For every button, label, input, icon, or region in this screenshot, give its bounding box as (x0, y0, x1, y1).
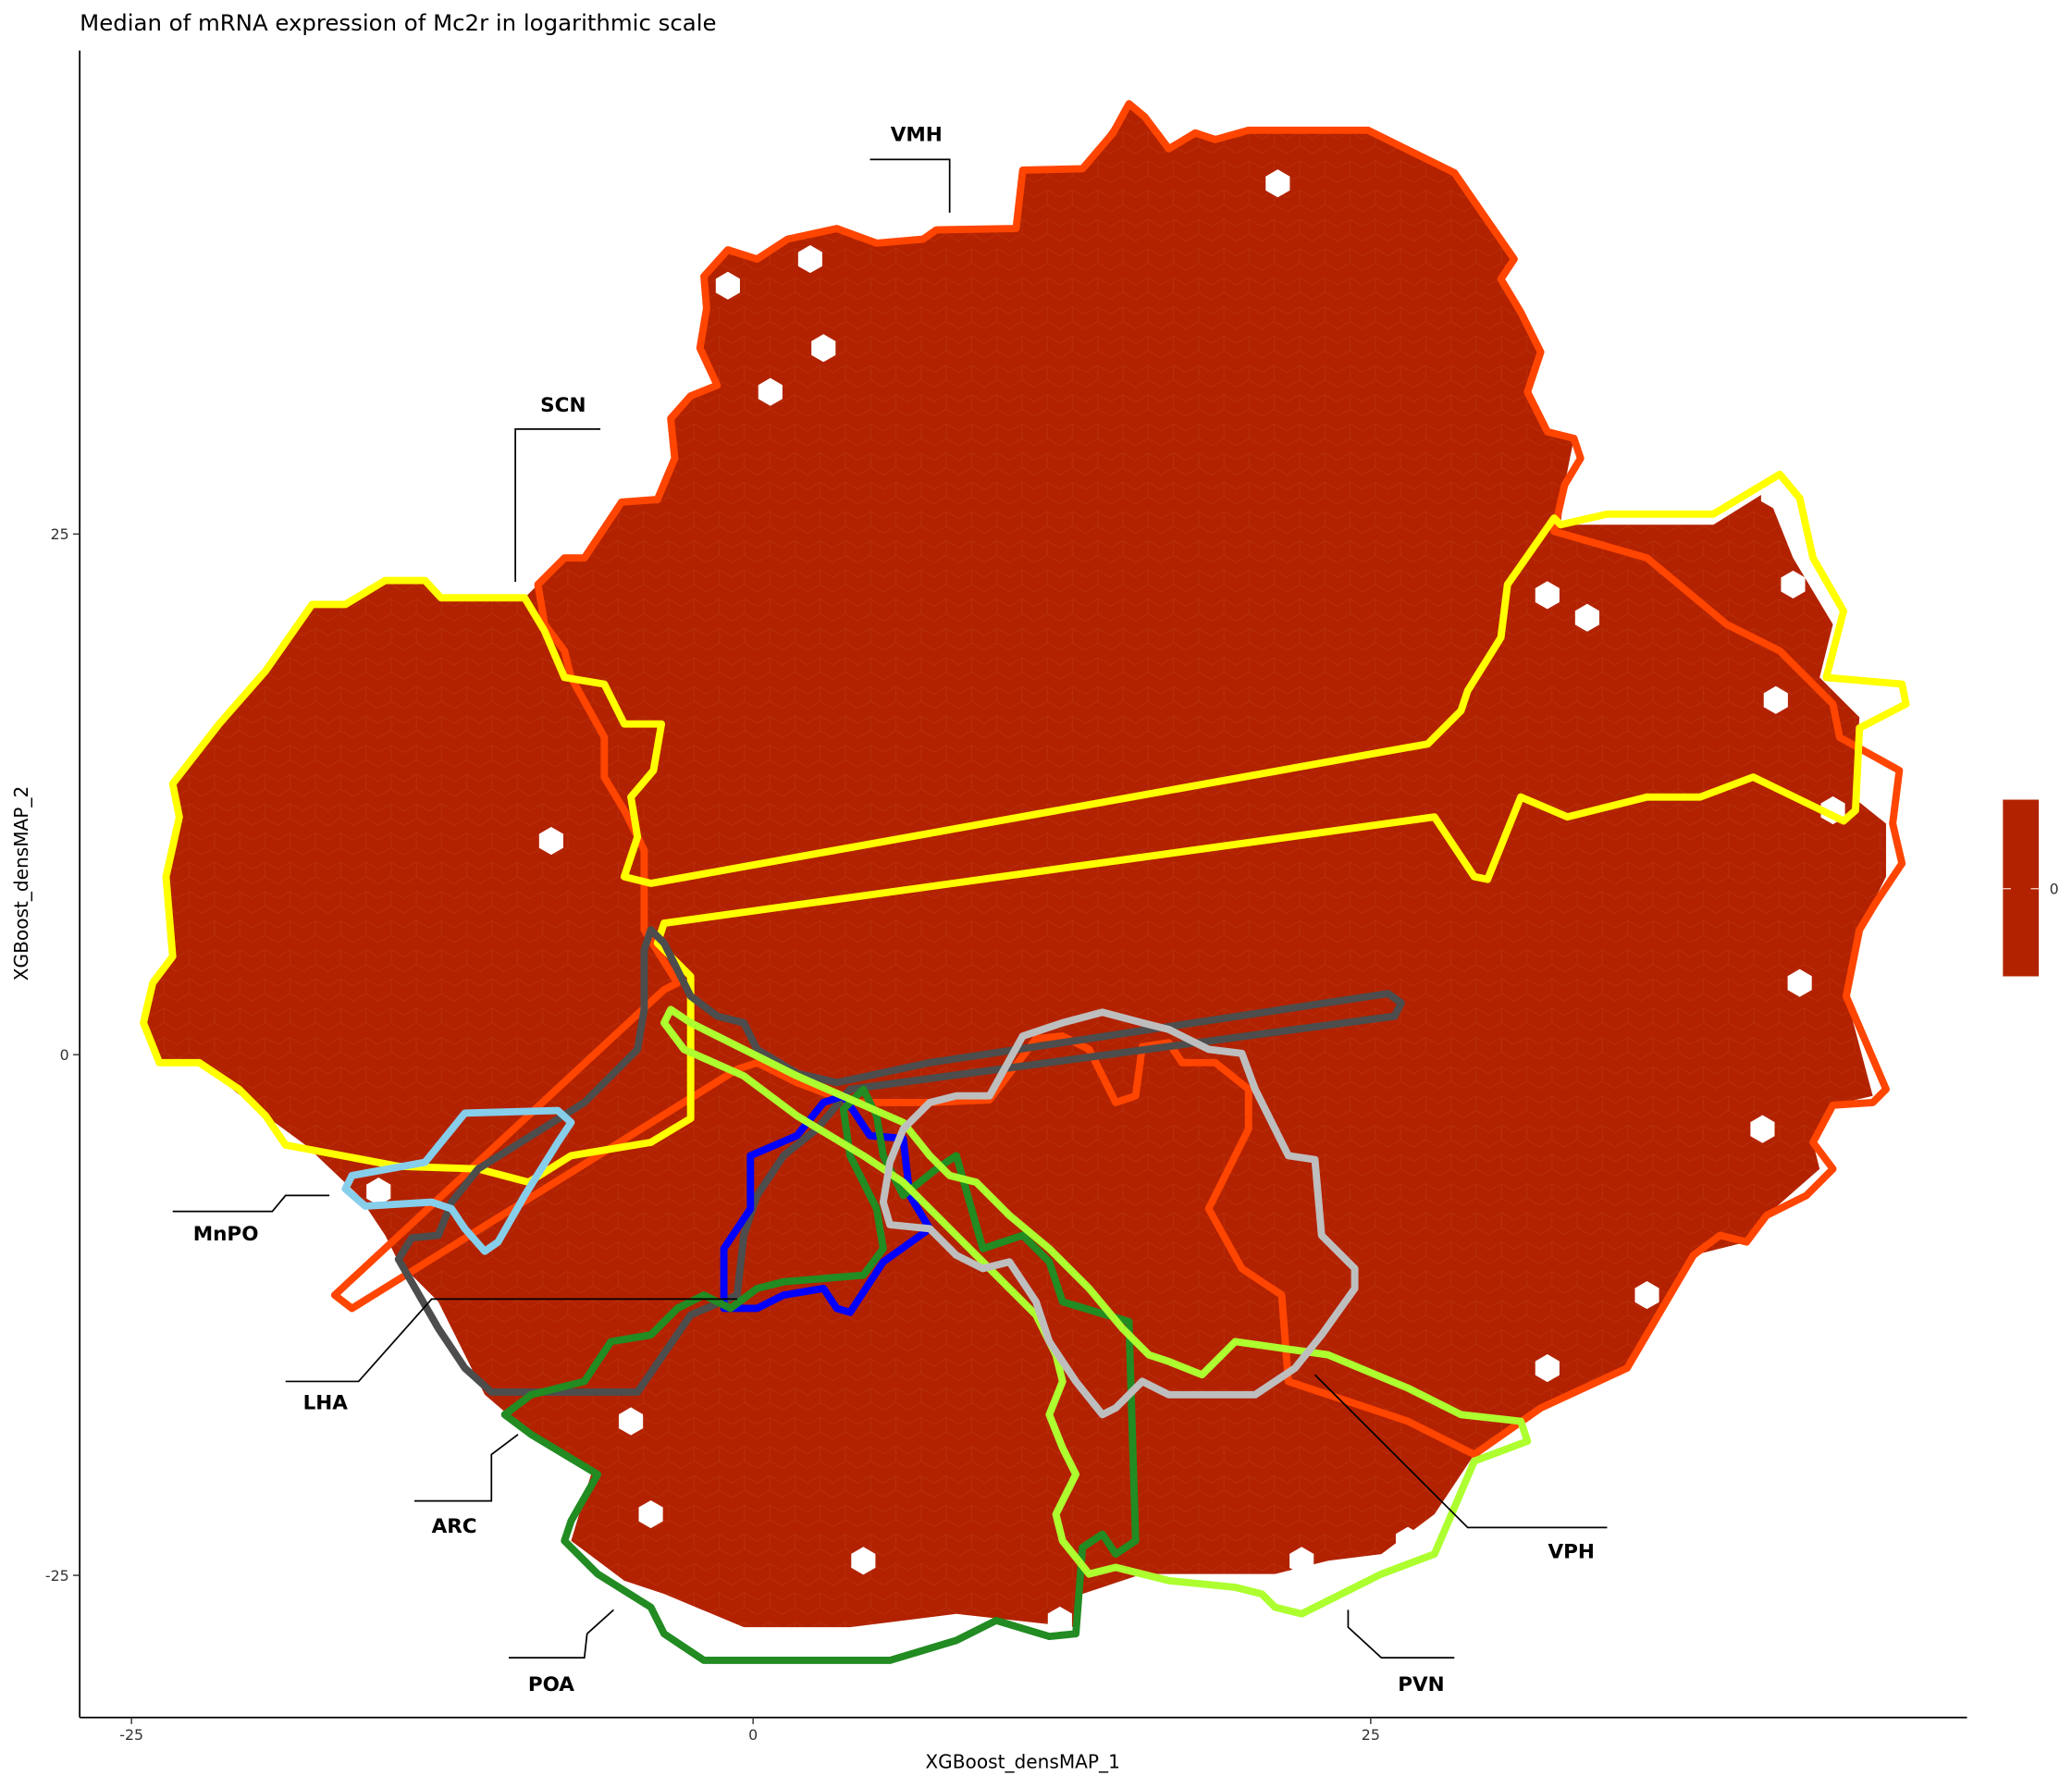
region-outline-poa (500, 1085, 1140, 1664)
region-outline-arc (720, 1092, 934, 1316)
empty-hex-cell (1535, 1354, 1560, 1383)
region-label-scn: SCN (540, 394, 586, 417)
region-label-poa: POA (528, 1673, 574, 1696)
empty-hex-cell (758, 377, 783, 406)
empty-hex-cell (715, 271, 740, 300)
empty-hex-cell (851, 1547, 876, 1575)
x-axis-title: XGBoost_densMAP_1 (925, 1750, 1119, 1772)
empty-hex-cell (638, 1499, 663, 1529)
region-label-pvn: PVN (1398, 1673, 1444, 1696)
empty-hex-cell (1047, 1606, 1072, 1634)
empty-hex-cell (1574, 603, 1599, 632)
empty-hex-cell (1750, 1115, 1775, 1143)
empty-hex-cell (811, 334, 836, 363)
leader-line-pvn (1347, 1610, 1455, 1659)
leader-line-scn (514, 428, 601, 583)
empty-hex-cell (797, 245, 822, 274)
empty-hex-cell (1871, 683, 1896, 712)
empty-hex-cell (1535, 581, 1560, 610)
x-tick-label: 0 (748, 1726, 758, 1744)
empty-hex-cell (1289, 1547, 1314, 1575)
empty-hex-cell (618, 1407, 644, 1436)
leader-line-vph (1314, 1374, 1608, 1529)
empty-hex-cell (366, 1178, 391, 1206)
empty-hex-cell (1781, 570, 1806, 598)
empty-hex-cell (1787, 968, 1812, 997)
region-outline-scn (140, 470, 1910, 1186)
chart-title: Median of mRNA expression of Mc2r in log… (80, 9, 716, 36)
empty-hex-cell (1265, 169, 1290, 198)
region-outline-lha (394, 926, 1405, 1396)
leader-line-arc (414, 1434, 519, 1502)
x-tick-label: 25 (1362, 1726, 1380, 1744)
region-label-mnpo: MnPO (193, 1223, 259, 1246)
leader-line-vmh (870, 158, 951, 213)
leader-line-mnpo (172, 1194, 330, 1213)
region-outline-vph (879, 1008, 1359, 1419)
hexbin-area (143, 104, 1886, 1628)
empty-hex-cell (538, 826, 563, 856)
empty-hex-cell (1634, 1281, 1659, 1310)
leader-line-lha (285, 1298, 737, 1383)
colorbar-tick-label: 0 (2050, 880, 2059, 897)
empty-hex-cells (366, 169, 1896, 1658)
region-label-arc: ARC (432, 1515, 477, 1538)
y-axis-title: XGBoost_densMAP_2 (10, 786, 32, 980)
region-label-vmh: VMH (891, 123, 943, 146)
empty-hex-cell (1395, 1526, 1421, 1555)
y-tick-label: 0 (60, 1046, 69, 1064)
empty-hex-cell (1763, 685, 1788, 714)
region-label-lha: LHA (303, 1392, 349, 1415)
leader-line-poa (508, 1609, 614, 1659)
region-outline-mnpo (341, 1106, 575, 1255)
y-tick-label: -25 (45, 1567, 69, 1585)
empty-hex-cell (1760, 480, 1785, 509)
y-tick-label: 25 (51, 525, 69, 543)
region-label-vph: VPH (1548, 1540, 1594, 1563)
x-tick-label: -25 (119, 1726, 143, 1744)
region-outline-vmh (330, 100, 1906, 1459)
empty-hex-cell (689, 1629, 714, 1658)
